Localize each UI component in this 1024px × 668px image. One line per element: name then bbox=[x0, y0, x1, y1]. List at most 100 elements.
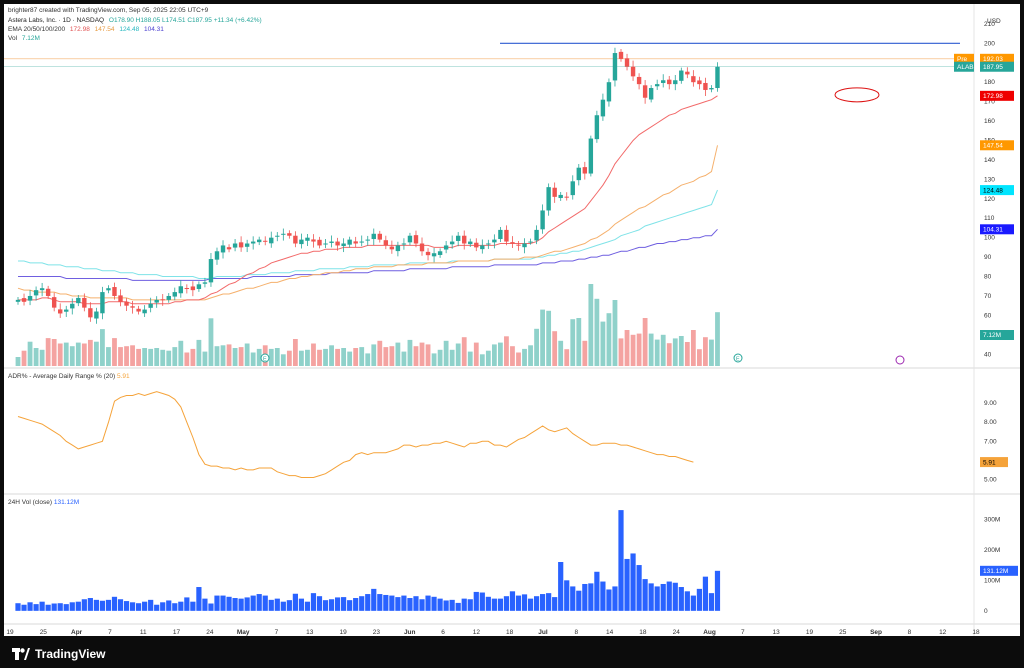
candle-body bbox=[419, 243, 425, 252]
vol24-bar bbox=[443, 600, 449, 611]
chart-canvas[interactable]: 4050607080901001101201301401501601701801… bbox=[4, 4, 1020, 636]
ema-label: EMA 20/50/100/200 bbox=[8, 26, 66, 33]
vol24-bar bbox=[256, 594, 262, 611]
candle-body bbox=[220, 245, 226, 253]
vol24-bar bbox=[473, 591, 479, 611]
volume-bar bbox=[359, 347, 365, 366]
volume-bar bbox=[588, 284, 594, 366]
adr-tick-label: 8.00 bbox=[984, 419, 997, 426]
vol24-bar bbox=[15, 603, 21, 611]
volume-bar bbox=[636, 333, 642, 366]
vol24-bar bbox=[244, 597, 250, 611]
ohlc-values: O178.90 H188.05 L174.51 C187.95 +11.34 (… bbox=[108, 17, 262, 24]
volume-bar bbox=[576, 318, 582, 366]
price-tag-label: ALAB bbox=[957, 64, 974, 71]
tradingview-brand: TradingView bbox=[35, 647, 106, 661]
vol24-bar bbox=[485, 596, 491, 611]
volume-bar bbox=[401, 351, 407, 366]
vol24-bar bbox=[684, 591, 690, 611]
credit-text: brighter87 created with TradingView.com,… bbox=[8, 7, 209, 14]
price-tick-label: 70 bbox=[984, 293, 992, 300]
vol24-bar bbox=[45, 604, 51, 611]
volume-bar bbox=[93, 341, 99, 366]
volume-bar bbox=[250, 352, 256, 366]
candle-body bbox=[39, 288, 45, 291]
vol24-bar bbox=[111, 596, 118, 611]
candle-body bbox=[642, 85, 648, 98]
volume-bar bbox=[292, 339, 298, 366]
vol24-bar bbox=[606, 589, 612, 611]
candle-body bbox=[347, 239, 352, 245]
volume-bar bbox=[220, 345, 226, 366]
adr-title: ADR% - Average Daily Range % (20) bbox=[8, 373, 116, 380]
volume-bar bbox=[540, 309, 546, 366]
x-tick-label: 13 bbox=[773, 629, 781, 636]
vol24-bar bbox=[503, 596, 510, 611]
vol24-bar bbox=[654, 586, 660, 611]
tradingview-logo[interactable]: TradingView bbox=[12, 646, 105, 662]
candle-body bbox=[558, 194, 563, 199]
volume-bar bbox=[190, 348, 196, 366]
candle-body bbox=[184, 288, 190, 290]
volume-bar bbox=[715, 312, 720, 366]
vol24-bar bbox=[304, 601, 311, 611]
volume-bar bbox=[208, 318, 214, 366]
vol24-bar bbox=[576, 590, 582, 611]
vol24-bar bbox=[87, 598, 93, 611]
candle-body bbox=[27, 295, 33, 301]
candle-body bbox=[244, 243, 250, 247]
candle-body bbox=[64, 309, 69, 312]
candle-body bbox=[516, 244, 521, 246]
vol24-bar bbox=[431, 596, 437, 611]
annotation-ellipse bbox=[834, 87, 880, 103]
volume-bar bbox=[100, 329, 105, 366]
candle-body bbox=[437, 251, 443, 255]
tradingview-logo-icon bbox=[12, 648, 30, 660]
volume-bar bbox=[118, 347, 123, 366]
candle-body bbox=[570, 181, 575, 196]
candle-body bbox=[287, 233, 292, 236]
candle-body bbox=[365, 239, 370, 241]
vol24-bar bbox=[226, 596, 232, 611]
volume-bar bbox=[684, 342, 690, 366]
price-tick-label: 210 bbox=[984, 21, 995, 28]
vol-legend: Vol 7.12M bbox=[8, 34, 43, 43]
volume-bar bbox=[461, 337, 467, 366]
earnings-marker-icon bbox=[260, 353, 270, 363]
price-tag-box bbox=[980, 53, 1014, 64]
x-tick-label: 7 bbox=[741, 629, 745, 636]
volume-bar bbox=[491, 344, 497, 366]
candle-body bbox=[88, 308, 93, 318]
volume-bar bbox=[479, 354, 485, 366]
candle-body bbox=[45, 288, 51, 296]
volume-bar bbox=[299, 350, 304, 366]
volume-bar bbox=[696, 349, 702, 366]
price-tag-value: 147.54 bbox=[983, 143, 1003, 150]
candle-body bbox=[600, 99, 606, 117]
volume-bar bbox=[256, 348, 262, 366]
vol24-bar bbox=[27, 602, 33, 611]
volume-bar bbox=[124, 346, 129, 366]
candle-body bbox=[329, 241, 334, 243]
vol24-bar bbox=[419, 599, 425, 611]
x-tick-label: 18 bbox=[506, 629, 514, 636]
volume-bar bbox=[33, 348, 39, 366]
vol24-bar bbox=[21, 604, 27, 611]
x-tick-label: 8 bbox=[908, 629, 912, 636]
vol24-bar bbox=[178, 601, 184, 611]
price-tick-label: 140 bbox=[984, 157, 995, 164]
candle-body bbox=[498, 229, 503, 240]
candle-body bbox=[263, 240, 268, 242]
volume-tag-box bbox=[980, 330, 1014, 340]
vol24-bar bbox=[582, 583, 588, 611]
volume-bar bbox=[335, 348, 340, 366]
vol24-bar bbox=[527, 598, 534, 611]
ema50-value: 147.54 bbox=[94, 26, 115, 33]
candle-body bbox=[522, 243, 527, 248]
candle-body bbox=[612, 53, 618, 81]
vol24-bar bbox=[166, 600, 172, 611]
price-tag-value: 192.03 bbox=[983, 56, 1003, 63]
volume-bar bbox=[528, 345, 533, 366]
candle-body bbox=[70, 303, 75, 309]
vol24-bar bbox=[328, 599, 335, 611]
